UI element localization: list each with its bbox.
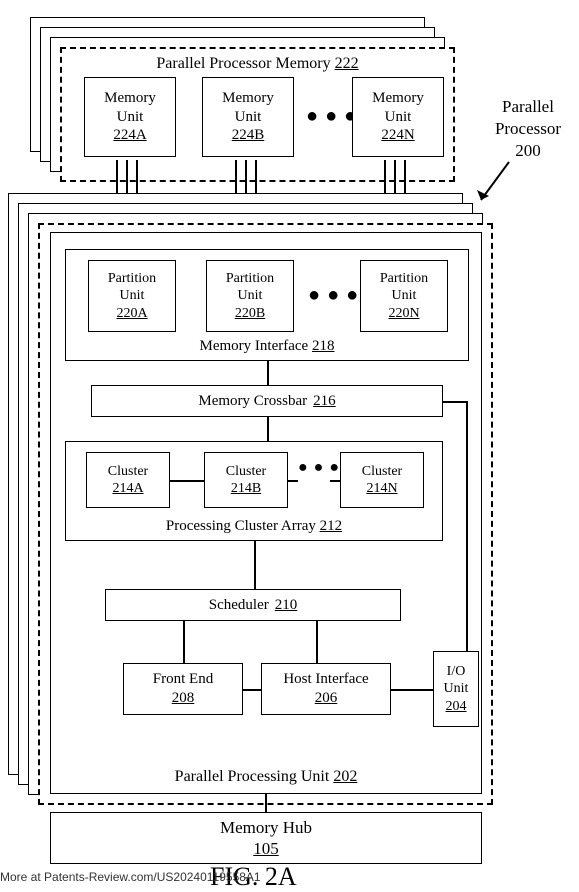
diagram-caption: Parallel Processor 200 [483,96,573,162]
io-unit: I/O Unit 204 [433,651,479,727]
ppu-title: Parallel Processing Unit 202 [51,767,481,787]
partition-unit-b: Partition Unit 220B [206,260,294,332]
ppu-inner: Partition Unit 220A Partition Unit 220B … [50,232,482,794]
memory-crossbar: Memory Crossbar 216 [91,385,443,417]
scheduler: Scheduler 210 [105,589,401,621]
memory-unit-b: Memory Unit 224B [202,77,294,157]
ellipsis-icon: ● ● ● [308,283,359,308]
cluster-array-title: Processing Cluster Array 212 [66,517,442,536]
ellipsis-icon: ● ● ● [298,458,340,478]
memory-interface: Partition Unit 220A Partition Unit 220B … [65,249,469,361]
watermark: More at Patents-Review.com/US20240119558… [0,870,261,884]
memory-hub: Memory Hub 105 [50,812,482,864]
partition-unit-a: Partition Unit 220A [88,260,176,332]
arrow-icon [473,160,513,210]
partition-unit-n: Partition Unit 220N [360,260,448,332]
cluster-n: Cluster 214N [340,452,424,508]
cluster-a: Cluster 214A [86,452,170,508]
memory-block-title: Parallel Processor Memory 222 [62,55,453,73]
front-end: Front End 208 [123,663,243,715]
cluster-b: Cluster 214B [204,452,288,508]
memory-block: Parallel Processor Memory 222 Memory Uni… [60,47,455,182]
ellipsis-icon: ● ● ● [306,105,357,128]
host-interface: Host Interface 206 [261,663,391,715]
memory-unit-a: Memory Unit 224A [84,77,176,157]
memory-interface-title: Memory Interface 218 [66,337,468,356]
cluster-array: Cluster 214A Cluster 214B ● ● ● Cluster … [65,441,443,541]
memory-unit-n: Memory Unit 224N [352,77,444,157]
